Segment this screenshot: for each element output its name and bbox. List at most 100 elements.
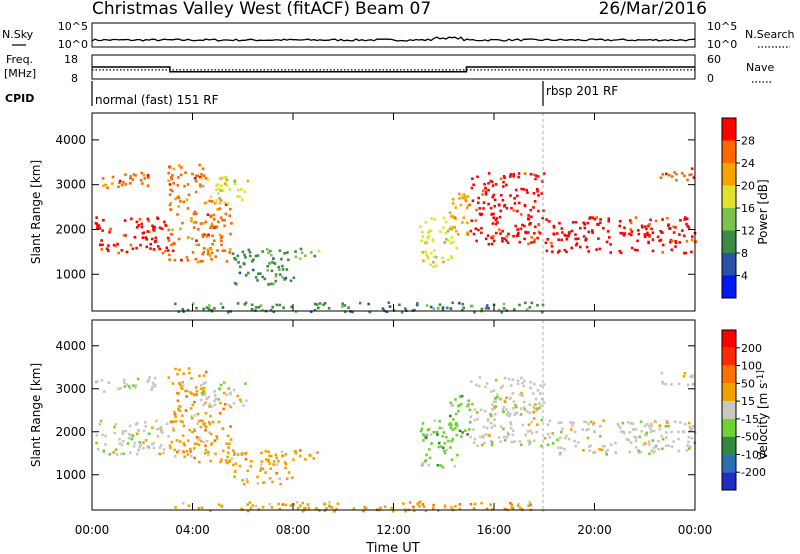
heatmap-cell bbox=[518, 440, 522, 443]
heatmap-cell bbox=[588, 445, 591, 448]
heatmap-cell bbox=[254, 306, 258, 309]
heatmap-cell bbox=[143, 421, 147, 424]
heatmap-cell bbox=[458, 395, 462, 398]
heatmap-cell bbox=[512, 175, 515, 178]
heatmap-cell bbox=[135, 220, 139, 224]
heatmap-cell bbox=[633, 248, 637, 252]
heatmap-cell bbox=[236, 188, 240, 192]
heatmap-cell bbox=[201, 184, 205, 188]
colorbar-tick-label: 200 bbox=[741, 342, 762, 355]
heatmap-cell bbox=[560, 238, 563, 242]
heatmap-cell bbox=[665, 421, 669, 425]
heatmap-cell bbox=[532, 410, 536, 414]
heatmap-cell bbox=[218, 412, 222, 415]
heatmap-cell bbox=[268, 503, 272, 506]
heatmap-cell bbox=[212, 218, 216, 221]
heatmap-cell bbox=[540, 418, 544, 422]
heatmap-cell bbox=[443, 506, 447, 509]
heatmap-cell bbox=[563, 447, 566, 451]
heatmap-cell bbox=[230, 222, 233, 225]
heatmap-cell bbox=[180, 166, 183, 169]
heatmap-cell bbox=[668, 174, 671, 177]
heatmap-cell bbox=[219, 216, 223, 219]
heatmap-cell bbox=[589, 420, 593, 424]
heatmap-cell bbox=[560, 421, 563, 424]
heatmap-cell bbox=[471, 402, 474, 406]
heatmap-cell bbox=[233, 256, 236, 260]
heatmap-cell bbox=[412, 505, 415, 509]
heatmap-cell bbox=[292, 276, 296, 279]
heatmap-cell bbox=[593, 451, 597, 454]
heatmap-cell bbox=[501, 237, 504, 240]
heatmap-cell bbox=[501, 240, 504, 243]
heatmap-cell bbox=[647, 224, 650, 228]
heatmap-cell bbox=[158, 427, 161, 430]
heatmap-cell bbox=[466, 195, 470, 198]
heatmap-cell bbox=[422, 505, 426, 508]
noise-right-label: N.Search bbox=[745, 28, 795, 41]
heatmap-cell bbox=[129, 451, 132, 454]
colorbar-tick-label: 100 bbox=[741, 360, 762, 373]
heatmap-cell bbox=[99, 243, 102, 247]
heatmap-cell bbox=[527, 504, 530, 507]
heatmap-cell bbox=[536, 175, 540, 178]
heatmap-cell bbox=[520, 376, 523, 380]
heatmap-cell bbox=[152, 228, 155, 231]
heatmap-cell bbox=[686, 224, 689, 228]
heatmap-cell bbox=[278, 477, 281, 480]
heatmap-cell bbox=[317, 306, 320, 310]
heatmap-cell bbox=[618, 426, 622, 430]
heatmap-cell bbox=[458, 507, 462, 511]
heatmap-cell bbox=[186, 453, 190, 456]
heatmap-cell bbox=[538, 402, 541, 405]
heatmap-cell bbox=[679, 421, 682, 424]
nave-tick-bottom: 0 bbox=[707, 72, 714, 85]
heatmap-cell bbox=[152, 441, 155, 445]
heatmap-cell bbox=[449, 401, 453, 405]
heatmap-cell bbox=[643, 235, 647, 239]
heatmap-cell bbox=[432, 260, 435, 264]
heatmap-cell bbox=[416, 302, 419, 305]
heatmap-cell bbox=[415, 303, 419, 307]
heatmap-cell bbox=[651, 249, 655, 253]
heatmap-cell bbox=[505, 235, 509, 238]
heatmap-cell bbox=[575, 242, 579, 245]
heatmap-cell bbox=[268, 454, 271, 458]
heatmap-cell bbox=[427, 230, 431, 233]
heatmap-cell bbox=[267, 450, 271, 454]
heatmap-cell bbox=[623, 226, 626, 230]
heatmap-cell bbox=[674, 245, 677, 248]
heatmap-cell bbox=[466, 231, 469, 234]
heatmap-cell bbox=[135, 432, 139, 436]
heatmap-cell bbox=[451, 428, 455, 431]
heatmap-cell bbox=[509, 412, 512, 416]
heatmap-cell bbox=[125, 250, 129, 254]
heatmap-cell bbox=[439, 445, 443, 448]
heatmap-cell bbox=[591, 229, 594, 232]
heatmap-cell bbox=[519, 227, 523, 230]
heatmap-cell bbox=[490, 212, 494, 216]
heatmap-cell bbox=[260, 451, 263, 455]
heatmap-cell bbox=[120, 452, 123, 456]
heatmap-cell bbox=[114, 244, 118, 248]
heatmap-cell bbox=[491, 408, 494, 411]
heatmap-cell bbox=[534, 177, 537, 181]
heatmap-cell bbox=[475, 383, 478, 387]
heatmap-cell bbox=[294, 451, 298, 455]
heatmap-cell bbox=[265, 248, 269, 251]
heatmap-cell bbox=[606, 448, 610, 452]
heatmap-cell bbox=[179, 173, 183, 177]
heatmap-cell bbox=[523, 237, 526, 241]
heatmap-cell bbox=[387, 301, 391, 304]
heatmap-cell bbox=[513, 440, 516, 443]
colorbar-tick-label: -100 bbox=[741, 448, 766, 461]
heatmap-cell bbox=[441, 465, 445, 469]
heatmap-cell bbox=[225, 260, 229, 263]
heatmap-cell bbox=[254, 254, 258, 258]
heatmap-cell bbox=[497, 436, 501, 439]
heatmap-cell bbox=[219, 401, 222, 405]
heatmap-cell bbox=[672, 440, 675, 443]
heatmap-cell bbox=[535, 187, 539, 191]
heatmap-cell bbox=[318, 302, 322, 305]
heatmap-cell bbox=[658, 424, 661, 427]
